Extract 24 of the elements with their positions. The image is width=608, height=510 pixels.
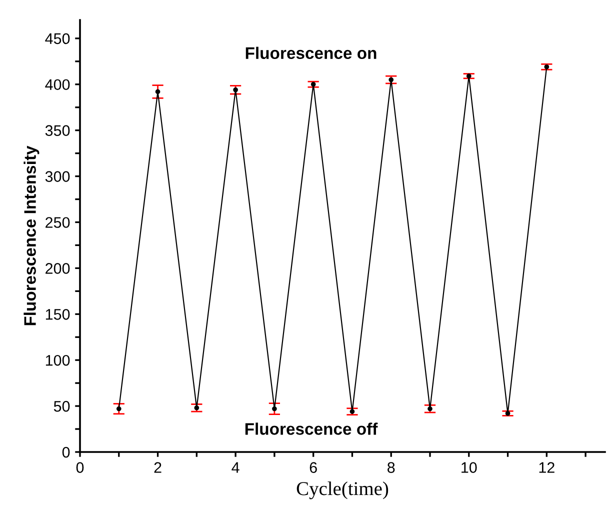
x-tick-label: 12 <box>539 462 554 473</box>
y-tick-label: 0 <box>62 446 70 458</box>
x-tick-label: 0 <box>76 462 84 473</box>
annotation: Fluorescence on <box>246 46 376 60</box>
y-axis-title: Fluorescence Intensity <box>24 146 40 326</box>
y-tick-label: 100 <box>46 354 70 366</box>
y-tick-label: 250 <box>46 217 70 228</box>
y-tick-label: 150 <box>46 308 70 320</box>
y-tick-label: 50 <box>54 400 70 412</box>
point <box>272 406 277 412</box>
x-tick-label: 4 <box>232 462 240 473</box>
x-tick-label: 10 <box>462 462 477 473</box>
y-tick-label: 300 <box>45 171 70 182</box>
annotation: Fluorescence off <box>245 422 378 435</box>
point <box>116 406 122 412</box>
x-tick-label: 6 <box>310 462 317 473</box>
x-axis-title: Cycle(time) <box>296 482 388 500</box>
x-tick-label: 8 <box>388 462 395 473</box>
y-tick-label: 200 <box>46 263 70 274</box>
y-tick-label: 400 <box>45 79 70 90</box>
x-tick-label: 2 <box>154 462 162 473</box>
y-tick-label: 450 <box>45 33 70 44</box>
y-tick-label: 350 <box>45 125 70 136</box>
point <box>155 89 160 94</box>
